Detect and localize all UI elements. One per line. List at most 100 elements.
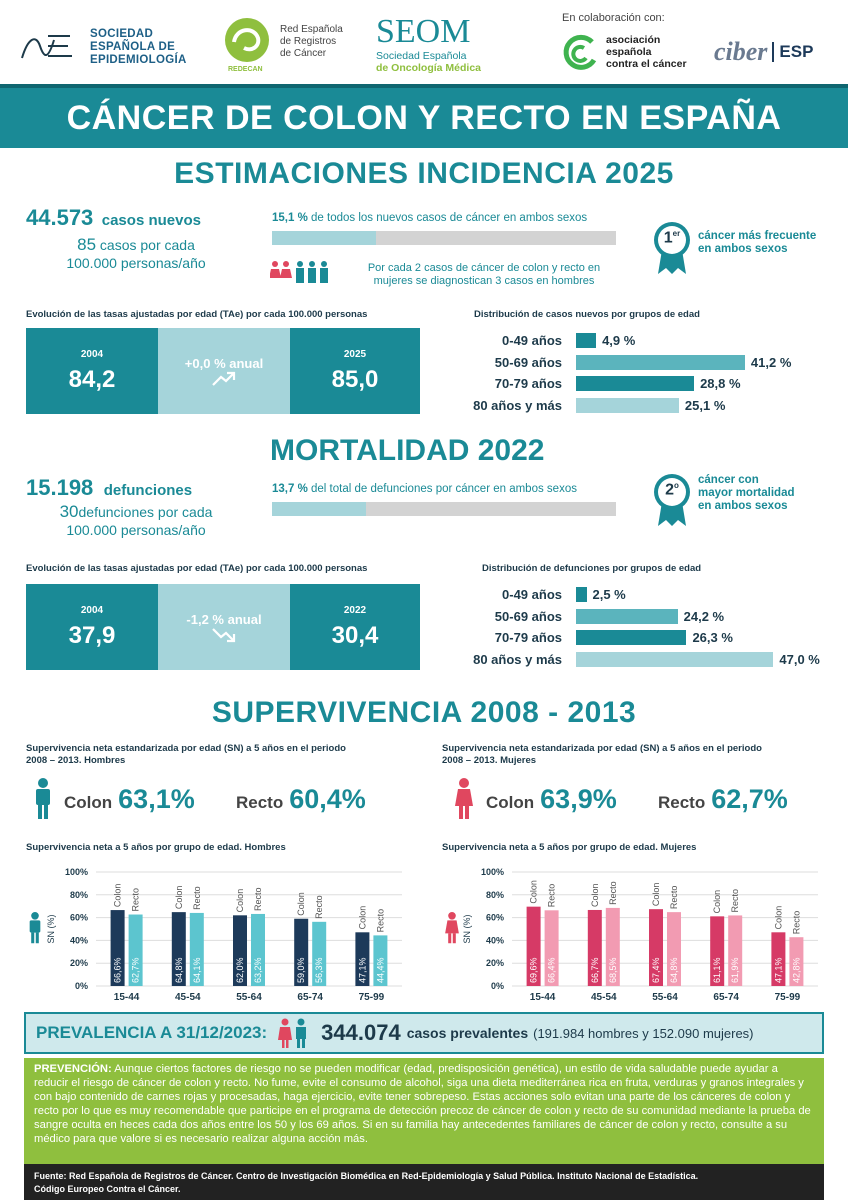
- incidence-rank-sup: er: [672, 229, 681, 238]
- incidence-rank-num: 1: [663, 229, 673, 247]
- mortality-dist-value: 47,0 %: [779, 651, 820, 667]
- women-chart-data-label: 42,8%: [791, 957, 801, 983]
- people-icons: [270, 261, 328, 283]
- men-chart-series-name: Colon: [296, 892, 306, 916]
- incidence-dist-row: 70-79 años 28,8 %: [452, 373, 832, 395]
- men-chart-bar-recto: [312, 921, 327, 986]
- men-chart-series-name: Colon: [174, 886, 184, 910]
- mortality-rank-line-1: cáncer con: [698, 474, 759, 486]
- women-chart-data-label: 69,6%: [529, 957, 539, 983]
- trend-up-icon: [212, 371, 236, 386]
- men-chart-data-label: 47,1%: [357, 957, 367, 983]
- mortality-dist-label: 70-79 años: [494, 630, 562, 646]
- mortality-box-start: 2004 37,9: [26, 584, 158, 670]
- survival-women-title-1: Supervivencia neta estandarizada por eda…: [442, 743, 762, 754]
- men-chart-bar-recto: [251, 913, 265, 986]
- redecan-tag: REDECAN: [228, 66, 263, 73]
- ciber-esp: ESP: [779, 42, 814, 61]
- women-colon: Colon 63,9%: [486, 784, 617, 815]
- mortality-deaths: 15.198 defunciones: [26, 475, 256, 501]
- women-chart-bar-recto: [728, 915, 743, 986]
- mortality-change: -1,2 % anual: [186, 611, 262, 627]
- prevalence-label: PREVALENCIA A 31/12/2023:: [36, 1023, 268, 1042]
- men-chart-data-label: 44,4%: [375, 957, 385, 983]
- women-chart-series-name: Colon: [773, 906, 783, 930]
- women-chart-data-label: 61,1%: [712, 957, 722, 983]
- women-recto: Recto 62,7%: [658, 784, 788, 815]
- men-chart-ytick: 40%: [70, 935, 88, 945]
- women-chart-data-label: 64,8%: [669, 957, 679, 983]
- mortality-dist-bar: [576, 587, 587, 603]
- incidence-dist-title: Distribución de casos nuevos por grupos …: [474, 309, 700, 320]
- incidence-dist-label: 50-69 años: [494, 354, 562, 370]
- mortality-rank-badge: 2o: [652, 472, 692, 528]
- prevalence-value: 344.074: [321, 1020, 401, 1045]
- men-chart-bar-recto: [128, 914, 143, 986]
- incidence-year-a: 2004: [80, 348, 104, 360]
- women-chart-bar-recto: [789, 937, 804, 986]
- incidence-rate-label2: 100.000 personas/año: [66, 255, 206, 271]
- women-chart-bar-colon: [587, 909, 602, 986]
- see-line-2: ESPAÑOLA DE: [90, 41, 176, 53]
- sources-footer: Fuente: Red Española de Registros de Cán…: [24, 1164, 824, 1200]
- men-chart-ylabel: SN (%): [46, 914, 56, 943]
- survival-men-title-2: 2008 – 2013. Hombres: [26, 755, 126, 766]
- mortality-dist-row: 70-79 años 26,3 %: [452, 627, 842, 649]
- mortality-dist-title: Distribución de defunciones por grupos d…: [482, 563, 702, 574]
- prevalence-box: PREVALENCIA A 31/12/2023: 344.074 casos …: [24, 1012, 824, 1054]
- men-chart-series-name: Recto: [192, 886, 202, 910]
- mortality-trend-title: Evolución de las tasas ajustadas por eda…: [26, 563, 368, 574]
- sources-line-2: Código Europeo Contra el Cáncer.: [34, 1184, 181, 1194]
- women-chart-ytick: 0%: [491, 981, 504, 991]
- women-chart-series-name: Recto: [730, 889, 740, 913]
- men-chart-data-label: 56,3%: [314, 957, 324, 983]
- mortality-rate-label: defunciones por cada: [78, 504, 213, 520]
- incidence-rate: 85 casos por cada 100.000 personas/año: [26, 236, 246, 272]
- men-recto-label: Recto: [236, 793, 284, 812]
- survival-women-title: Supervivencia neta estandarizada por eda…: [442, 743, 762, 767]
- women-chart-ytick: 20%: [486, 958, 504, 968]
- men-colon-label: Colon: [64, 793, 113, 812]
- incidence-dist-bar: [576, 354, 745, 370]
- incidence-val-a: 84,2: [68, 365, 116, 393]
- redecan-logo-mark: [225, 18, 269, 62]
- prevention-label: PREVENCIÓN:: [34, 1063, 112, 1075]
- incidence-dist-row: 0-49 años 4,9 %: [452, 330, 832, 352]
- women-survival-chart: SN (%) 0% 20% 40% 60% 80% 100% 69,6% Colon 66,4% R…: [462, 867, 818, 1003]
- incidence-rank-line-1: cáncer más frecuente: [698, 230, 817, 242]
- incidence-dist-label: 80 años y más: [473, 397, 562, 413]
- mortality-rank-sup: o: [674, 481, 679, 490]
- women-chart-data-label: 66,4%: [547, 957, 557, 983]
- ciber-text: ciber: [714, 37, 768, 66]
- incidence-pct-text: 15,1 % de todos los nuevos casos de cánc…: [272, 212, 587, 224]
- seom-sub-1: Sociedad Española: [376, 50, 467, 62]
- men-chart-ytick: 20%: [70, 958, 88, 968]
- survival-men-title-1: Supervivencia neta estandarizada por eda…: [26, 743, 346, 754]
- aecc-logo-mark: [563, 34, 597, 70]
- men-chart-xtick: 65-74: [297, 992, 323, 1003]
- women-chart-ytick: 100%: [481, 867, 504, 877]
- women-chart-xtick: 15-44: [530, 992, 556, 1003]
- women-chart-xtick: 55-64: [652, 992, 678, 1003]
- prevalence-detail: (191.984 hombres y 152.090 mujeres): [533, 1025, 754, 1041]
- woman-chart-icon: [445, 912, 459, 944]
- aecc-line-3: contra el cáncer: [606, 58, 687, 70]
- mortality-dist-value: 2,5 %: [592, 587, 626, 603]
- women-chart-series-name: Colon: [712, 890, 722, 914]
- mortality-dist-bar: [576, 608, 678, 624]
- incidence-rate-num: 85: [77, 235, 97, 254]
- incidence-dist-label: 0-49 años: [502, 333, 562, 349]
- see-line-1: SOCIEDAD: [90, 28, 154, 40]
- mortality-dist-chart: 0-49 años 2,5 % 50-69 años 24,2 % 70-79 años…: [452, 584, 842, 670]
- survival-women-title-2: 2008 – 2013. Mujeres: [442, 755, 537, 766]
- incidence-dist-row: 50-69 años 41,2 %: [452, 352, 832, 374]
- redecan-logo: REDECAN Red Española de Registros de Cán…: [222, 16, 352, 78]
- ciber-logo: ciber ESP: [714, 36, 834, 68]
- women-chart-bar-colon: [526, 906, 541, 986]
- mortality-dist-label: 50-69 años: [494, 608, 562, 624]
- ciber-divider: [772, 42, 775, 62]
- men-chart-series-name: Recto: [131, 888, 141, 912]
- seom-main: SEOM: [376, 13, 471, 50]
- incidence-box-end: 2025 85,0: [290, 328, 420, 414]
- men-chart-xtick: 75-99: [359, 992, 385, 1003]
